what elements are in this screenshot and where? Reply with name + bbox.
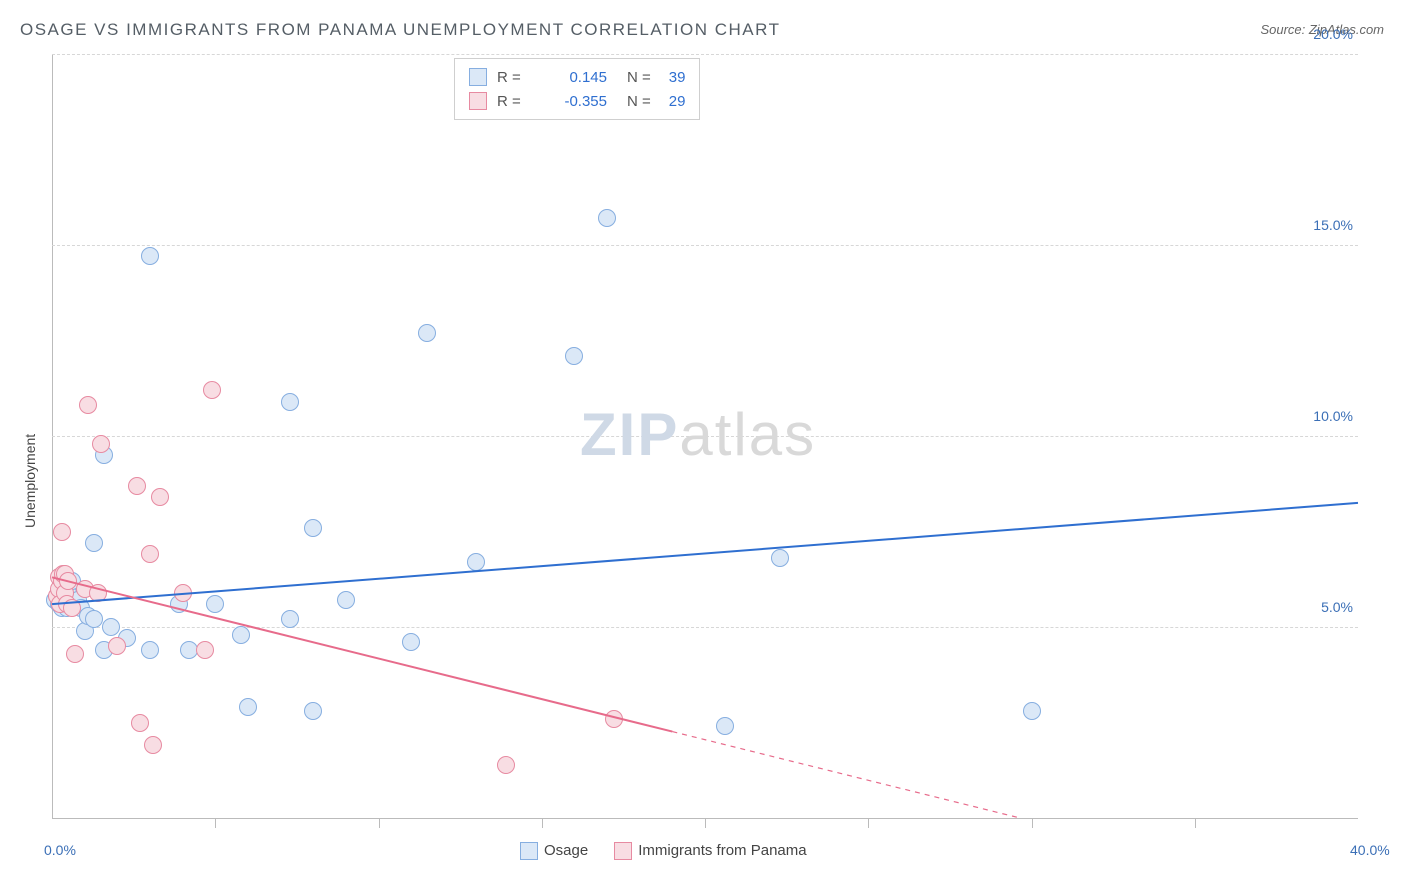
scatter-point-osage <box>102 618 120 636</box>
scatter-point-panama <box>174 584 192 602</box>
x-minor-tick <box>1032 818 1033 828</box>
scatter-point-panama <box>79 396 97 414</box>
scatter-point-panama <box>66 645 84 663</box>
scatter-point-osage <box>337 591 355 609</box>
scatter-point-osage <box>402 633 420 651</box>
scatter-point-panama <box>53 523 71 541</box>
legend-item: Osage <box>520 842 588 860</box>
scatter-point-osage <box>239 698 257 716</box>
x-minor-tick <box>215 818 216 828</box>
scatter-point-osage <box>206 595 224 613</box>
scatter-point-osage <box>418 324 436 342</box>
scatter-point-panama <box>89 584 107 602</box>
scatter-point-osage <box>771 549 789 567</box>
y-tick-label: 5.0% <box>1298 599 1353 615</box>
scatter-point-osage <box>304 702 322 720</box>
legend-swatch <box>614 842 632 860</box>
scatter-point-osage <box>85 610 103 628</box>
scatter-point-panama <box>605 710 623 728</box>
legend-r-label: R = <box>497 93 527 110</box>
scatter-point-osage <box>141 641 159 659</box>
scatter-point-panama <box>108 637 126 655</box>
scatter-point-panama <box>196 641 214 659</box>
legend-r-value: 0.145 <box>537 69 607 86</box>
scatter-point-osage <box>180 641 198 659</box>
legend-swatch <box>469 68 487 86</box>
scatter-point-osage <box>281 393 299 411</box>
x-minor-tick <box>868 818 869 828</box>
scatter-point-panama <box>128 477 146 495</box>
scatter-point-osage <box>716 717 734 735</box>
x-minor-tick <box>705 818 706 828</box>
scatter-point-osage <box>141 247 159 265</box>
legend-n-value: 39 <box>669 69 686 86</box>
y-axis-title: Unemployment <box>22 434 38 528</box>
legend-r-value: -0.355 <box>537 93 607 110</box>
scatter-point-panama <box>59 572 77 590</box>
y-tick-label: 20.0% <box>1298 26 1353 42</box>
grid-line <box>52 436 1358 437</box>
scatter-point-osage <box>85 534 103 552</box>
watermark-bold: ZIP <box>580 401 679 468</box>
legend-row: R = 0.145 N = 39 <box>469 65 685 89</box>
scatter-point-panama <box>497 756 515 774</box>
scatter-point-panama <box>144 736 162 754</box>
legend-label: Immigrants from Panama <box>638 842 806 859</box>
legend-correlation: R = 0.145 N = 39 R = -0.355 N = 29 <box>454 58 700 120</box>
scatter-point-osage <box>232 626 250 644</box>
grid-line <box>52 245 1358 246</box>
scatter-point-osage <box>598 209 616 227</box>
scatter-point-panama <box>151 488 169 506</box>
scatter-point-osage <box>1023 702 1041 720</box>
legend-n-label: N = <box>627 93 651 110</box>
x-minor-tick <box>542 818 543 828</box>
trend-line-osage <box>52 503 1358 604</box>
y-tick-label: 10.0% <box>1298 408 1353 424</box>
legend-item: Immigrants from Panama <box>614 842 806 860</box>
scatter-point-osage <box>281 610 299 628</box>
legend-swatch <box>469 92 487 110</box>
trend-line-dashed-panama <box>672 732 1020 818</box>
x-tick-label: 40.0% <box>1350 842 1390 892</box>
x-minor-tick <box>1195 818 1196 828</box>
legend-label: Osage <box>544 842 588 859</box>
scatter-point-panama <box>63 599 81 617</box>
x-minor-tick <box>379 818 380 828</box>
y-tick-label: 15.0% <box>1298 217 1353 233</box>
scatter-point-osage <box>565 347 583 365</box>
x-tick-label: 0.0% <box>44 842 76 892</box>
scatter-point-panama <box>92 435 110 453</box>
scatter-point-panama <box>203 381 221 399</box>
scatter-point-osage <box>304 519 322 537</box>
scatter-point-osage <box>467 553 485 571</box>
watermark-rest: atlas <box>679 401 816 468</box>
legend-row: R = -0.355 N = 29 <box>469 89 685 113</box>
grid-line <box>52 54 1358 55</box>
legend-series: Osage Immigrants from Panama <box>520 842 807 860</box>
chart-title: OSAGE VS IMMIGRANTS FROM PANAMA UNEMPLOY… <box>20 20 781 40</box>
legend-n-label: N = <box>627 69 651 86</box>
scatter-point-panama <box>131 714 149 732</box>
scatter-point-panama <box>141 545 159 563</box>
legend-n-value: 29 <box>669 93 686 110</box>
legend-swatch <box>520 842 538 860</box>
legend-r-label: R = <box>497 69 527 86</box>
watermark: ZIPatlas <box>580 400 816 469</box>
